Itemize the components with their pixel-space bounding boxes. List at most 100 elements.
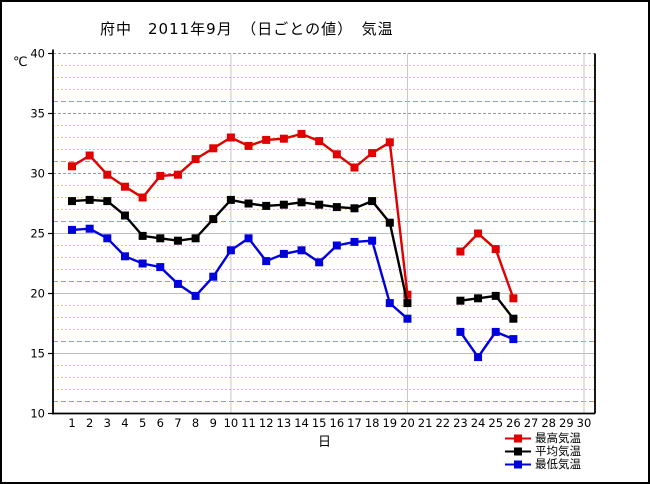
data-point-平均気温 <box>456 296 465 305</box>
data-point-平均気温 <box>226 195 235 204</box>
x-tick-label: 5 <box>139 416 146 430</box>
data-point-最高気温 <box>68 162 76 171</box>
x-tick-label: 9 <box>210 416 217 430</box>
avg-temp-line-icon <box>505 447 531 456</box>
x-tick-label: 6 <box>157 416 164 430</box>
x-tick-label: 14 <box>294 416 309 430</box>
x-tick-label: 28 <box>541 416 556 430</box>
y-tick-label: 35 <box>30 107 45 121</box>
data-point-最低気温 <box>332 241 341 250</box>
data-point-平均気温 <box>191 234 200 243</box>
data-point-最高気温 <box>120 182 129 191</box>
x-tick-label: 23 <box>453 416 468 430</box>
data-point-最高気温 <box>191 155 200 164</box>
data-point-最高気温 <box>244 141 253 150</box>
data-point-最低気温 <box>315 258 324 267</box>
legend-item-max: 最高気温 <box>505 432 581 445</box>
data-point-最高気温 <box>297 129 306 138</box>
data-point-最低気温 <box>138 259 147 268</box>
data-point-最低気温 <box>226 246 235 255</box>
data-point-最低気温 <box>297 246 306 255</box>
x-tick-label: 30 <box>577 416 592 430</box>
data-point-平均気温 <box>279 200 288 209</box>
data-point-平均気温 <box>509 314 518 323</box>
data-point-平均気温 <box>385 218 394 227</box>
data-point-最高気温 <box>173 170 182 179</box>
data-point-最低気温 <box>209 272 218 281</box>
x-axis-label: 日 <box>318 435 332 450</box>
data-point-平均気温 <box>315 200 324 209</box>
x-tick-label: 16 <box>330 416 345 430</box>
x-tick-label: 22 <box>435 416 450 430</box>
data-point-最高気温 <box>209 144 218 153</box>
data-point-最低気温 <box>474 353 483 362</box>
x-tick-label: 2 <box>86 416 93 430</box>
data-point-最低気温 <box>173 279 182 288</box>
y-axis-unit-label: ℃ <box>13 55 28 70</box>
y-tick-label: 25 <box>30 227 45 241</box>
data-point-平均気温 <box>403 299 412 308</box>
data-point-平均気温 <box>120 211 129 220</box>
y-tick-label: 15 <box>30 347 45 361</box>
x-tick-label: 19 <box>382 416 397 430</box>
data-point-平均気温 <box>350 204 359 213</box>
x-tick-label: 29 <box>559 416 574 430</box>
x-tick-label: 11 <box>241 416 256 430</box>
x-tick-label: 1 <box>68 416 75 430</box>
x-tick-label: 3 <box>104 416 111 430</box>
data-point-最低気温 <box>403 314 412 323</box>
data-point-最低気温 <box>156 263 165 272</box>
x-tick-label: 15 <box>312 416 327 430</box>
legend-item-min: 最低気温 <box>505 458 581 471</box>
x-tick-label: 21 <box>418 416 433 430</box>
data-point-最低気温 <box>456 327 465 336</box>
data-point-平均気温 <box>138 231 147 240</box>
data-point-最高気温 <box>385 138 394 147</box>
data-point-最高気温 <box>226 133 235 142</box>
data-point-平均気温 <box>68 197 76 206</box>
data-point-最低気温 <box>368 236 377 245</box>
legend-label-avg: 平均気温 <box>535 444 581 458</box>
data-point-最高気温 <box>368 149 377 158</box>
data-point-平均気温 <box>297 198 306 207</box>
data-point-平均気温 <box>368 197 377 206</box>
data-point-最高気温 <box>103 170 112 179</box>
data-point-最高気温 <box>350 163 359 172</box>
data-point-平均気温 <box>156 234 165 243</box>
data-point-最高気温 <box>85 151 94 160</box>
data-point-最高気温 <box>138 193 147 202</box>
x-tick-label: 13 <box>277 416 292 430</box>
data-point-最低気温 <box>68 225 76 234</box>
data-point-最高気温 <box>279 134 288 143</box>
legend-item-avg: 平均気温 <box>505 445 581 458</box>
data-point-最高気温 <box>474 229 483 238</box>
data-point-最高気温 <box>403 290 412 299</box>
data-point-平均気温 <box>244 199 253 208</box>
data-point-最低気温 <box>262 257 271 266</box>
y-tick-label: 20 <box>30 287 45 301</box>
data-point-最高気温 <box>456 247 465 256</box>
data-point-最低気温 <box>191 291 200 300</box>
data-point-平均気温 <box>332 203 341 212</box>
y-tick-label: 10 <box>30 407 45 421</box>
data-point-最高気温 <box>262 135 271 144</box>
legend-label-max: 最高気温 <box>535 431 581 445</box>
data-point-平均気温 <box>262 201 271 210</box>
data-point-平均気温 <box>474 294 483 303</box>
data-point-最高気温 <box>332 150 341 159</box>
data-point-平均気温 <box>491 291 500 300</box>
data-point-最低気温 <box>350 237 359 246</box>
data-point-最低気温 <box>244 234 253 243</box>
x-tick-label: 4 <box>121 416 128 430</box>
data-point-最高気温 <box>491 245 500 254</box>
x-tick-label: 20 <box>400 416 415 430</box>
min-temp-line-icon <box>505 460 531 469</box>
data-point-平均気温 <box>85 195 94 204</box>
x-tick-label: 26 <box>506 416 521 430</box>
data-point-最低気温 <box>103 234 112 243</box>
y-tick-label: 40 <box>30 47 45 61</box>
data-point-最高気温 <box>509 294 518 303</box>
chart-title: 府中 2011年9月 （日ごとの値） 気温 <box>100 20 394 38</box>
